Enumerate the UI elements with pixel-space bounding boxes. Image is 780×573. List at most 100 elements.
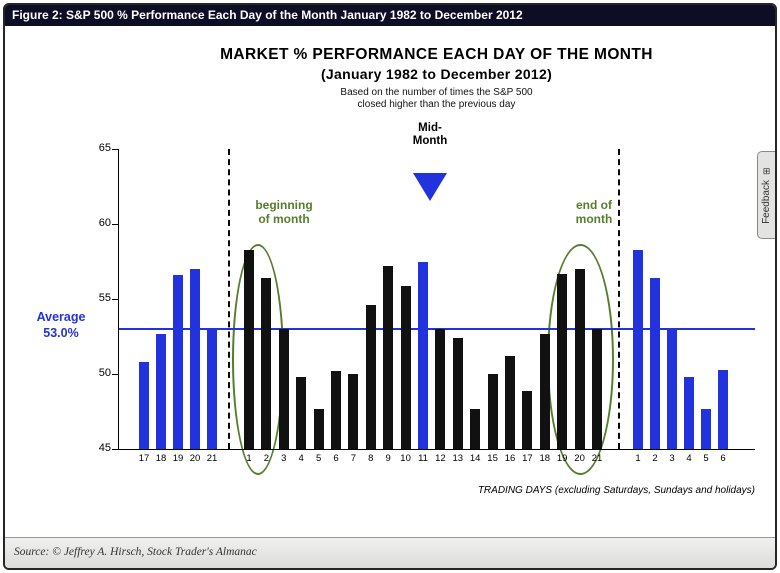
bar-next-month-start-day-2	[650, 278, 660, 449]
x-axis-tick-label: 21	[591, 453, 603, 464]
x-axis-tick-label: 1	[635, 453, 641, 464]
bar-current-month-day-12	[435, 329, 446, 449]
plot-area: Mid- Month beginning of month end of mon…	[37, 122, 755, 496]
figure-title: Figure 2: S&P 500 % Performance Each Day…	[12, 8, 523, 22]
feedback-tab-label: Feedback	[761, 180, 772, 224]
x-axis-tick-label: 21	[206, 453, 218, 464]
x-axis-caption: TRADING DAYS (excluding Saturdays, Sunda…	[477, 485, 755, 496]
bar-previous-month-end-day-21	[207, 329, 217, 449]
x-axis-tick-label: 2	[263, 453, 270, 464]
x-axis-tick-label: 1	[246, 453, 252, 464]
feedback-tab[interactable]: ⊞ Feedback	[757, 151, 775, 239]
bar-current-month-day-18	[539, 333, 550, 449]
beginning-of-month-ellipse	[232, 244, 284, 475]
bar-current-month-day-21	[592, 329, 602, 449]
chart-title: MARKET % PERFORMANCE EACH DAY OF THE MON…	[220, 46, 653, 63]
bar-next-month-start-day-3	[667, 329, 677, 449]
x-axis-tick-label: 19	[172, 453, 184, 464]
x-axis-tick-label: 17	[138, 453, 150, 464]
bar-current-month-day-1	[244, 249, 254, 449]
bar-next-month-start-day-4	[684, 377, 694, 449]
x-axis-tick-label: 15	[487, 453, 498, 464]
x-axis-tick-label: 11	[418, 453, 428, 464]
bar-current-month-day-2	[261, 278, 272, 449]
chart-note: Based on the number of times the S&P 500…	[118, 87, 755, 111]
figure-frame: Figure 2: S&P 500 % Performance Each Day…	[3, 3, 777, 570]
x-axis-tick-label: 18	[539, 453, 551, 464]
x-axis-tick-label: 4	[686, 453, 692, 464]
separator-dashed-line-left	[228, 149, 230, 449]
bar-current-month-day-10	[400, 285, 411, 449]
x-axis-tick-label: 9	[385, 453, 391, 464]
x-axis-tick-label: 2	[652, 453, 658, 464]
bar-current-month-day-3	[278, 329, 289, 449]
y-axis-tick-mark	[112, 374, 118, 375]
bar-previous-month-end-day-19	[173, 275, 183, 449]
x-axis-tick-label: 10	[400, 453, 411, 464]
chart-note-line2: closed higher than the previous day	[357, 99, 516, 110]
x-axis-tick-label: 8	[368, 453, 374, 464]
bar-current-month-day-15	[487, 374, 498, 449]
y-axis-tick-label: 65	[98, 142, 111, 154]
y-axis-tick-mark	[112, 224, 118, 225]
x-axis-tick-label: 16	[504, 453, 516, 464]
bar-current-month-day-11	[418, 261, 428, 449]
x-axis-tick-label: 20	[574, 453, 585, 464]
bar-current-month-day-5	[313, 408, 324, 449]
y-axis-tick-label: 45	[98, 442, 111, 454]
bar-current-month-day-6	[331, 371, 341, 449]
figure-title-bar: Figure 2: S&P 500 % Performance Each Day…	[5, 5, 775, 26]
bar-previous-month-end-day-17	[139, 362, 149, 449]
x-axis-tick-label: 17	[522, 453, 533, 464]
bar-next-month-start-day-5	[701, 408, 711, 449]
x-axis-tick-label: 12	[435, 453, 446, 464]
average-label: Average 53.0%	[36, 310, 86, 340]
y-axis-tick-label: 50	[98, 367, 111, 379]
bar-current-month-day-16	[505, 356, 515, 449]
x-axis-tick-label: 4	[298, 453, 304, 464]
mid-month-arrow-icon	[413, 173, 447, 201]
x-axis-tick-label: 18	[155, 453, 167, 464]
x-axis-tick-label: 6	[333, 453, 339, 464]
bar-current-month-day-13	[452, 338, 463, 449]
x-axis-tick-label: 14	[469, 453, 481, 464]
source-bar: Source: © Jeffrey A. Hirsch, Stock Trade…	[5, 537, 775, 568]
bar-current-month-day-4	[296, 377, 307, 449]
chart-area: MARKET % PERFORMANCE EACH DAY OF THE MON…	[5, 26, 775, 537]
x-axis-tick-label: 19	[556, 453, 568, 464]
plus-box-icon: ⊞	[762, 166, 771, 177]
x-axis-tick-label: 13	[452, 453, 464, 464]
bar-previous-month-end-day-18	[156, 333, 166, 449]
x-axis-tick-label: 5	[315, 453, 322, 464]
x-axis-tick-label: 20	[189, 453, 201, 464]
x-axis-line	[118, 449, 755, 450]
y-axis-tick-mark	[112, 149, 118, 150]
end-of-month-label: end of month	[575, 198, 613, 226]
bar-current-month-day-8	[365, 305, 376, 449]
bar-current-month-day-7	[348, 374, 359, 449]
y-axis-line	[118, 149, 119, 450]
x-axis-tick-label: 3	[669, 453, 675, 464]
separator-dashed-line-right	[618, 149, 620, 449]
x-axis-tick-label: 5	[703, 453, 709, 464]
bar-current-month-day-19	[557, 273, 568, 449]
y-axis-tick-mark	[112, 299, 118, 300]
y-axis-tick-label: 60	[98, 217, 111, 229]
y-axis-tick-label: 55	[98, 292, 111, 304]
mid-month-label: Mid- Month	[412, 122, 448, 147]
x-axis-tick-label: 6	[720, 453, 726, 464]
bar-next-month-start-day-6	[718, 369, 728, 449]
bar-previous-month-end-day-20	[190, 269, 200, 449]
beginning-of-month-label: beginning of month	[255, 198, 313, 226]
bar-current-month-day-17	[522, 390, 533, 449]
chart-note-line1: Based on the number of times the S&P 500	[340, 87, 533, 98]
bar-current-month-day-9	[383, 266, 394, 449]
y-axis-tick-mark	[112, 449, 118, 450]
bar-current-month-day-14	[470, 408, 481, 449]
x-axis-tick-label: 7	[350, 453, 357, 464]
bar-current-month-day-20	[574, 269, 585, 449]
source-text: Source: © Jeffrey A. Hirsch, Stock Trade…	[14, 546, 257, 558]
x-axis-tick-label: 3	[281, 453, 287, 464]
chart-subtitle: (January 1982 to December 2012)	[320, 66, 553, 82]
